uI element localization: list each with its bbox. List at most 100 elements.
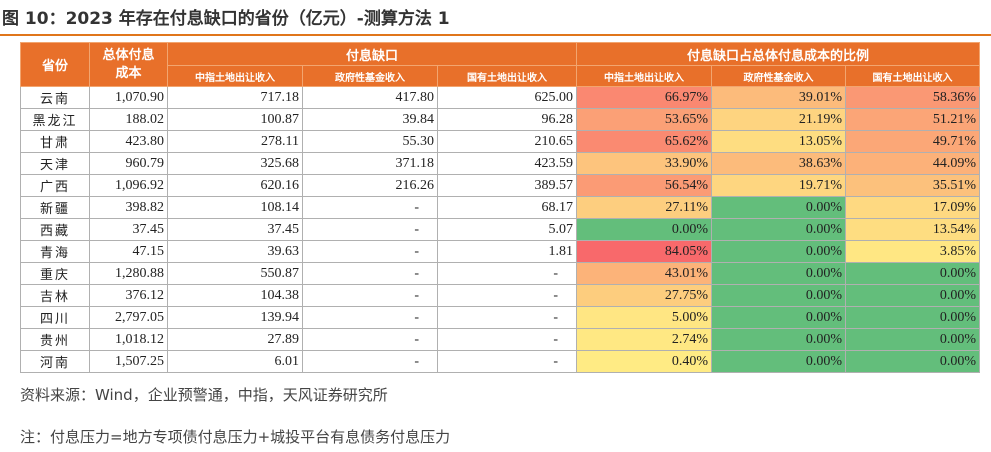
gap-cell: - [302,284,438,307]
gap-cell: 139.94 [167,306,303,329]
formula-note: 注：付息压力=地方专项债付息压力+城投平台有息债务付息压力 [20,428,451,446]
total-cost-cell: 1,070.90 [89,86,168,109]
total-cost-cell: 1,096.92 [89,174,168,197]
province-cell: 四川 [20,306,90,329]
table-row: 重庆 1,280.88 550.87- -43.01% 0.00% 0.00% [20,262,980,285]
ratio-cell: 0.00% [711,218,846,241]
ratio-cell: 0.00% [845,350,980,373]
gap-cell: - [302,196,438,219]
ratio-cell: 66.97% [576,86,712,109]
gap-cell: 37.45 [167,218,303,241]
gap-cell: 96.28 [437,108,577,131]
gap-cell: - [302,350,438,373]
figure-title: 图 10：2023 年存在付息缺口的省份（亿元）-测算方法 1 [2,9,450,29]
table-row: 西藏 37.45 37.45-5.07 0.00% 0.00% 13.54% [20,218,980,241]
province-cell: 广西 [20,174,90,197]
ratio-cell: 49.71% [845,130,980,153]
ratio-cell: 13.54% [845,218,980,241]
ratio-cell: 5.00% [576,306,712,329]
ratio-cell: 3.85% [845,240,980,263]
ratio-cell: 39.01% [711,86,846,109]
ratio-cell: 38.63% [711,152,846,175]
total-cost-cell: 376.12 [89,284,168,307]
table-row: 四川 2,797.05 139.94- -5.00% 0.00% 0.00% [20,306,980,329]
gap-cell: - [302,306,438,329]
gap-cell: 423.59 [437,152,577,175]
gap-cell: 325.68 [167,152,303,175]
ratio-cell: 51.21% [845,108,980,131]
province-cell: 新疆 [20,196,90,219]
ratio-cell: 0.00% [845,262,980,285]
ratio-cell: 44.09% [845,152,980,175]
gap-cell: 278.11 [167,130,303,153]
table-row: 云南 1,070.90 717.18 417.80 625.00 66.97% 39.01%… [20,86,980,109]
header-ratio-group: 付息缺口占总体付息成本的比例 [576,42,980,66]
header-gap-sub-2: 政府性基金收入 [302,65,438,87]
ratio-cell: 0.40% [576,350,712,373]
gap-cell: 6.01 [167,350,303,373]
gap-cell: 27.89 [167,328,303,351]
gap-cell: 389.57 [437,174,577,197]
ratio-cell: 0.00% [711,262,846,285]
ratio-cell: 17.09% [845,196,980,219]
total-cost-cell: 398.82 [89,196,168,219]
header-ratio-sub-1: 中指土地出让收入 [576,65,712,87]
gap-cell: 417.80 [302,86,438,109]
gap-cell: 717.18 [167,86,303,109]
gap-cell: 210.65 [437,130,577,153]
gap-cell: 620.16 [167,174,303,197]
gap-cell: 108.14 [167,196,303,219]
gap-cell: - [437,262,577,285]
gap-cell: - [437,306,577,329]
ratio-cell: 2.74% [576,328,712,351]
ratio-cell: 27.11% [576,196,712,219]
ratio-cell: 0.00% [711,240,846,263]
gap-cell: - [302,218,438,241]
province-cell: 西藏 [20,218,90,241]
header-gap-group: 付息缺口 [167,42,577,66]
ratio-cell: 19.71% [711,174,846,197]
ratio-cell: 0.00% [845,328,980,351]
header-ratio-sub-3: 国有土地出让收入 [845,65,980,87]
gap-cell: - [302,240,438,263]
header-gap-sub-3: 国有土地出让收入 [437,65,577,87]
gap-cell: 104.38 [167,284,303,307]
province-cell: 天津 [20,152,90,175]
gap-cell: 216.26 [302,174,438,197]
province-cell: 贵州 [20,328,90,351]
table-row: 天津 960.79 325.68 371.18 423.59 33.90% 38.63% 44… [20,152,980,175]
gap-cell: 100.87 [167,108,303,131]
gap-cell: - [437,328,577,351]
ratio-cell: 0.00% [711,350,846,373]
ratio-cell: 84.05% [576,240,712,263]
ratio-cell: 0.00% [845,284,980,307]
ratio-cell: 58.36% [845,86,980,109]
table-row: 青海 47.15 39.63-1.81 84.05% 0.00% 3.85% [20,240,980,263]
header-total-cost: 总体付息成本 [89,42,168,87]
ratio-cell: 21.19% [711,108,846,131]
ratio-cell: 27.75% [576,284,712,307]
ratio-cell: 0.00% [845,306,980,329]
gap-cell: 1.81 [437,240,577,263]
total-cost-cell: 1,507.25 [89,350,168,373]
table-row: 贵州 1,018.12 27.89- -2.74% 0.00% 0.00% [20,328,980,351]
gap-cell: 39.63 [167,240,303,263]
ratio-cell: 43.01% [576,262,712,285]
table-row: 河南 1,507.25 6.01- -0.40% 0.00% 0.00% [20,350,980,373]
gap-cell: 68.17 [437,196,577,219]
ratio-cell: 65.62% [576,130,712,153]
ratio-cell: 0.00% [711,196,846,219]
province-cell: 青海 [20,240,90,263]
ratio-cell: 0.00% [711,306,846,329]
gap-cell: 371.18 [302,152,438,175]
province-cell: 云南 [20,86,90,109]
table-row: 吉林 376.12 104.38- -27.75% 0.00% 0.00% [20,284,980,307]
gap-cell: - [437,284,577,307]
table-row: 广西 1,096.92 620.16 216.26 389.57 56.54% 19.71%… [20,174,980,197]
ratio-cell: 13.05% [711,130,846,153]
ratio-cell: 0.00% [711,328,846,351]
total-cost-cell: 188.02 [89,108,168,131]
table-row: 甘肃 423.80 278.11 55.30 210.65 65.62% 13.05% 49.… [20,130,980,153]
total-cost-cell: 1,280.88 [89,262,168,285]
title-rule [0,34,991,36]
